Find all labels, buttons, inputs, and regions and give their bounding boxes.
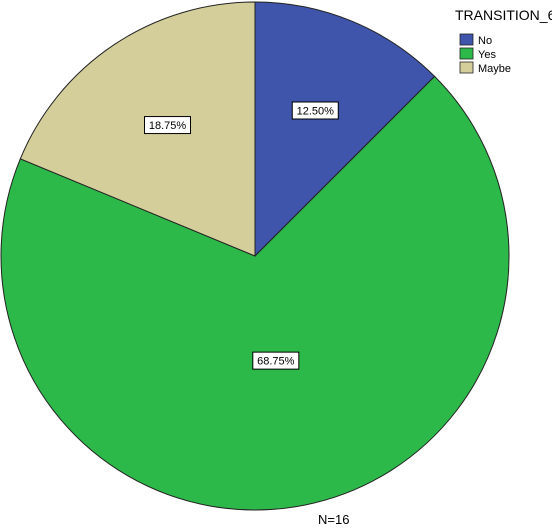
legend-items: No Yes Maybe — [459, 33, 511, 75]
legend-label: Maybe — [478, 63, 511, 75]
legend-swatch — [459, 33, 474, 46]
legend-label: No — [478, 35, 492, 47]
legend-item-maybe: Maybe — [459, 61, 511, 75]
pie-slices — [0, 1, 510, 511]
legend: TRANSITION_6 No Yes Maybe — [455, 7, 552, 75]
data-label-text: 12.50% — [297, 106, 335, 118]
pie-slice-yes — [0, 75, 510, 511]
legend-label: Yes — [478, 49, 496, 61]
legend-item-no: No — [459, 33, 492, 47]
sample-size-label: N=16 — [318, 512, 349, 527]
pie-slice-maybe — [19, 1, 256, 257]
legend-title: TRANSITION_6 — [455, 7, 552, 23]
data-label-box — [291, 101, 339, 120]
legend-item-yes: Yes — [459, 47, 496, 61]
data-label-maybe: 18.75% — [144, 116, 192, 135]
data-label-text: 68.75% — [257, 356, 295, 368]
data-label-yes: 68.75% — [252, 351, 300, 370]
data-label-box — [144, 116, 192, 135]
legend-swatch — [459, 47, 474, 60]
data-label-text: 18.75% — [149, 120, 187, 132]
pie-data-labels: 12.50% 68.75% 18.75% — [144, 101, 339, 370]
legend-swatch — [459, 61, 474, 74]
data-label-no: 12.50% — [291, 101, 339, 120]
pie-slice-no — [254, 1, 436, 258]
data-label-box — [252, 351, 300, 370]
